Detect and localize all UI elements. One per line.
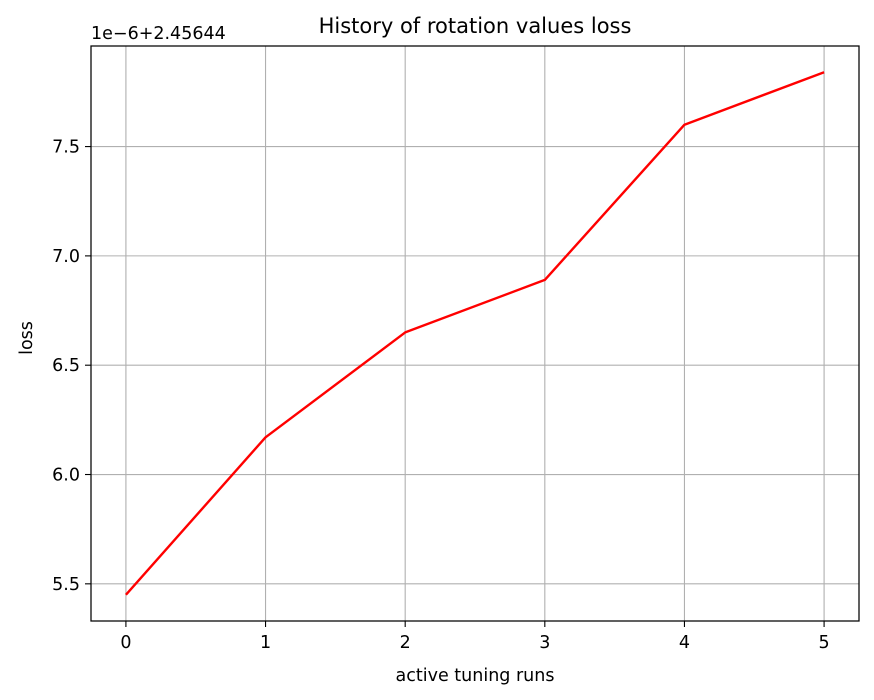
x-axis-label: active tuning runs xyxy=(396,666,555,686)
chart-title: History of rotation values loss xyxy=(319,14,632,38)
y-tick-label: 7.5 xyxy=(52,138,80,158)
x-tick-label: 2 xyxy=(400,633,411,653)
y-tick-label: 6.5 xyxy=(52,356,80,376)
x-axis-ticks: 0 1 2 3 4 5 xyxy=(120,621,830,653)
plot-area xyxy=(125,71,825,596)
x-tick-label: 0 xyxy=(120,633,131,653)
x-tick-label: 1 xyxy=(260,633,271,653)
y-tick-label: 6.0 xyxy=(52,466,80,486)
y-tick-label: 7.0 xyxy=(52,247,80,267)
grid xyxy=(91,46,859,621)
x-tick-label: 4 xyxy=(679,633,690,653)
y-axis-offset-label: 1e−6+2.45644 xyxy=(91,24,226,44)
x-tick-label: 5 xyxy=(819,633,830,653)
y-axis-ticks: 5.5 6.0 6.5 7.0 7.5 xyxy=(52,138,91,595)
series-line xyxy=(125,71,825,596)
axes-frame xyxy=(90,45,860,622)
y-tick-label: 5.5 xyxy=(52,575,80,595)
y-axis-label: loss xyxy=(17,321,37,355)
x-tick-label: 3 xyxy=(539,633,550,653)
